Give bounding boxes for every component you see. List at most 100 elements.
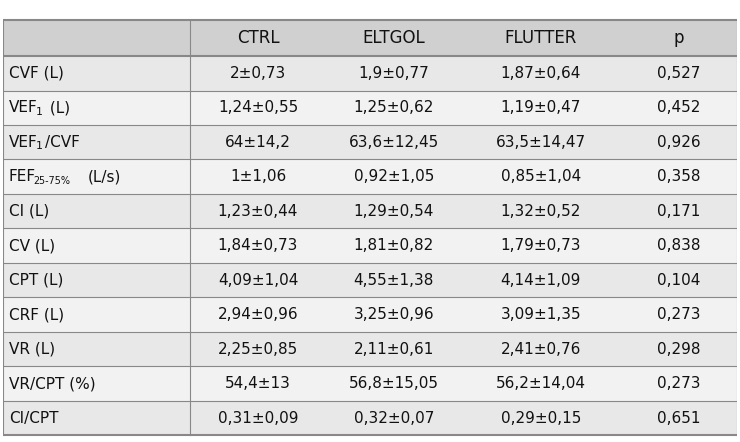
FancyBboxPatch shape	[190, 401, 326, 435]
Text: CVF (L): CVF (L)	[9, 66, 64, 81]
FancyBboxPatch shape	[326, 91, 462, 125]
Text: FLUTTER: FLUTTER	[505, 29, 577, 47]
Text: 1,81±0,82: 1,81±0,82	[354, 238, 434, 253]
FancyBboxPatch shape	[462, 194, 619, 229]
Text: 0,104: 0,104	[657, 273, 700, 288]
FancyBboxPatch shape	[190, 160, 326, 194]
FancyBboxPatch shape	[3, 91, 190, 125]
FancyBboxPatch shape	[3, 366, 190, 401]
FancyBboxPatch shape	[326, 401, 462, 435]
Text: 2±0,73: 2±0,73	[230, 66, 286, 81]
FancyBboxPatch shape	[462, 229, 619, 263]
FancyBboxPatch shape	[190, 125, 326, 160]
Text: 1,79±0,73: 1,79±0,73	[500, 238, 581, 253]
Text: CI (L): CI (L)	[9, 204, 49, 219]
Text: (L/s): (L/s)	[88, 169, 121, 184]
FancyBboxPatch shape	[190, 263, 326, 297]
Text: VEF: VEF	[9, 135, 38, 150]
Text: 2,41±0,76: 2,41±0,76	[500, 342, 581, 357]
Text: 1,29±0,54: 1,29±0,54	[354, 204, 434, 219]
FancyBboxPatch shape	[326, 229, 462, 263]
FancyBboxPatch shape	[190, 194, 326, 229]
Text: 0,171: 0,171	[657, 204, 700, 219]
FancyBboxPatch shape	[462, 366, 619, 401]
Text: VR (L): VR (L)	[9, 342, 55, 357]
Text: CTRL: CTRL	[237, 29, 279, 47]
Text: 0,273: 0,273	[656, 307, 700, 322]
FancyBboxPatch shape	[619, 366, 737, 401]
FancyBboxPatch shape	[190, 56, 326, 91]
Text: 0,651: 0,651	[656, 411, 700, 426]
Text: ELTGOL: ELTGOL	[363, 29, 425, 47]
FancyBboxPatch shape	[326, 160, 462, 194]
FancyBboxPatch shape	[462, 332, 619, 366]
Text: 63,5±14,47: 63,5±14,47	[496, 135, 586, 150]
Text: 0,838: 0,838	[656, 238, 700, 253]
Text: 2,94±0,96: 2,94±0,96	[218, 307, 298, 322]
FancyBboxPatch shape	[190, 91, 326, 125]
Text: 64±14,2: 64±14,2	[225, 135, 291, 150]
FancyBboxPatch shape	[462, 401, 619, 435]
FancyBboxPatch shape	[3, 20, 190, 56]
FancyBboxPatch shape	[462, 160, 619, 194]
FancyBboxPatch shape	[190, 229, 326, 263]
Text: CRF (L): CRF (L)	[9, 307, 64, 322]
FancyBboxPatch shape	[3, 401, 190, 435]
Text: CV (L): CV (L)	[9, 238, 55, 253]
Text: 4,55±1,38: 4,55±1,38	[354, 273, 434, 288]
Text: 0,452: 0,452	[657, 100, 700, 115]
Text: VR/CPT (%): VR/CPT (%)	[9, 376, 95, 391]
Text: CPT (L): CPT (L)	[9, 273, 63, 288]
Text: 1,24±0,55: 1,24±0,55	[218, 100, 298, 115]
Text: 3,09±1,35: 3,09±1,35	[500, 307, 581, 322]
Text: FEF: FEF	[9, 169, 36, 184]
FancyBboxPatch shape	[326, 366, 462, 401]
FancyBboxPatch shape	[326, 56, 462, 91]
FancyBboxPatch shape	[3, 332, 190, 366]
Text: /CVF: /CVF	[44, 135, 79, 150]
Text: 56,2±14,04: 56,2±14,04	[496, 376, 586, 391]
FancyBboxPatch shape	[3, 263, 190, 297]
FancyBboxPatch shape	[326, 125, 462, 160]
Text: 1,23±0,44: 1,23±0,44	[218, 204, 298, 219]
FancyBboxPatch shape	[3, 125, 190, 160]
FancyBboxPatch shape	[462, 56, 619, 91]
Text: 0,926: 0,926	[656, 135, 700, 150]
Text: 54,4±13: 54,4±13	[225, 376, 291, 391]
Text: 0,358: 0,358	[656, 169, 700, 184]
FancyBboxPatch shape	[190, 332, 326, 366]
FancyBboxPatch shape	[619, 229, 737, 263]
FancyBboxPatch shape	[3, 194, 190, 229]
Text: 1: 1	[36, 107, 43, 117]
FancyBboxPatch shape	[619, 56, 737, 91]
Text: 0,273: 0,273	[656, 376, 700, 391]
Text: 0,527: 0,527	[657, 66, 700, 81]
FancyBboxPatch shape	[462, 20, 619, 56]
Text: 1,87±0,64: 1,87±0,64	[500, 66, 581, 81]
Text: 56,8±15,05: 56,8±15,05	[349, 376, 439, 391]
Text: 25-75%: 25-75%	[33, 176, 70, 186]
FancyBboxPatch shape	[462, 125, 619, 160]
Text: 1,19±0,47: 1,19±0,47	[500, 100, 581, 115]
Text: 0,31±0,09: 0,31±0,09	[218, 411, 298, 426]
Text: 0,298: 0,298	[656, 342, 700, 357]
Text: 63,6±12,45: 63,6±12,45	[349, 135, 439, 150]
Text: 4,09±1,04: 4,09±1,04	[218, 273, 298, 288]
FancyBboxPatch shape	[619, 194, 737, 229]
FancyBboxPatch shape	[326, 194, 462, 229]
Text: 1,25±0,62: 1,25±0,62	[354, 100, 434, 115]
FancyBboxPatch shape	[462, 263, 619, 297]
FancyBboxPatch shape	[619, 20, 737, 56]
FancyBboxPatch shape	[190, 20, 326, 56]
Text: 0,32±0,07: 0,32±0,07	[354, 411, 434, 426]
FancyBboxPatch shape	[3, 160, 190, 194]
FancyBboxPatch shape	[619, 263, 737, 297]
Text: 2,25±0,85: 2,25±0,85	[218, 342, 298, 357]
FancyBboxPatch shape	[619, 401, 737, 435]
FancyBboxPatch shape	[619, 297, 737, 332]
FancyBboxPatch shape	[619, 125, 737, 160]
FancyBboxPatch shape	[462, 91, 619, 125]
Text: 0,92±1,05: 0,92±1,05	[354, 169, 434, 184]
Text: 1,9±0,77: 1,9±0,77	[358, 66, 429, 81]
FancyBboxPatch shape	[190, 366, 326, 401]
